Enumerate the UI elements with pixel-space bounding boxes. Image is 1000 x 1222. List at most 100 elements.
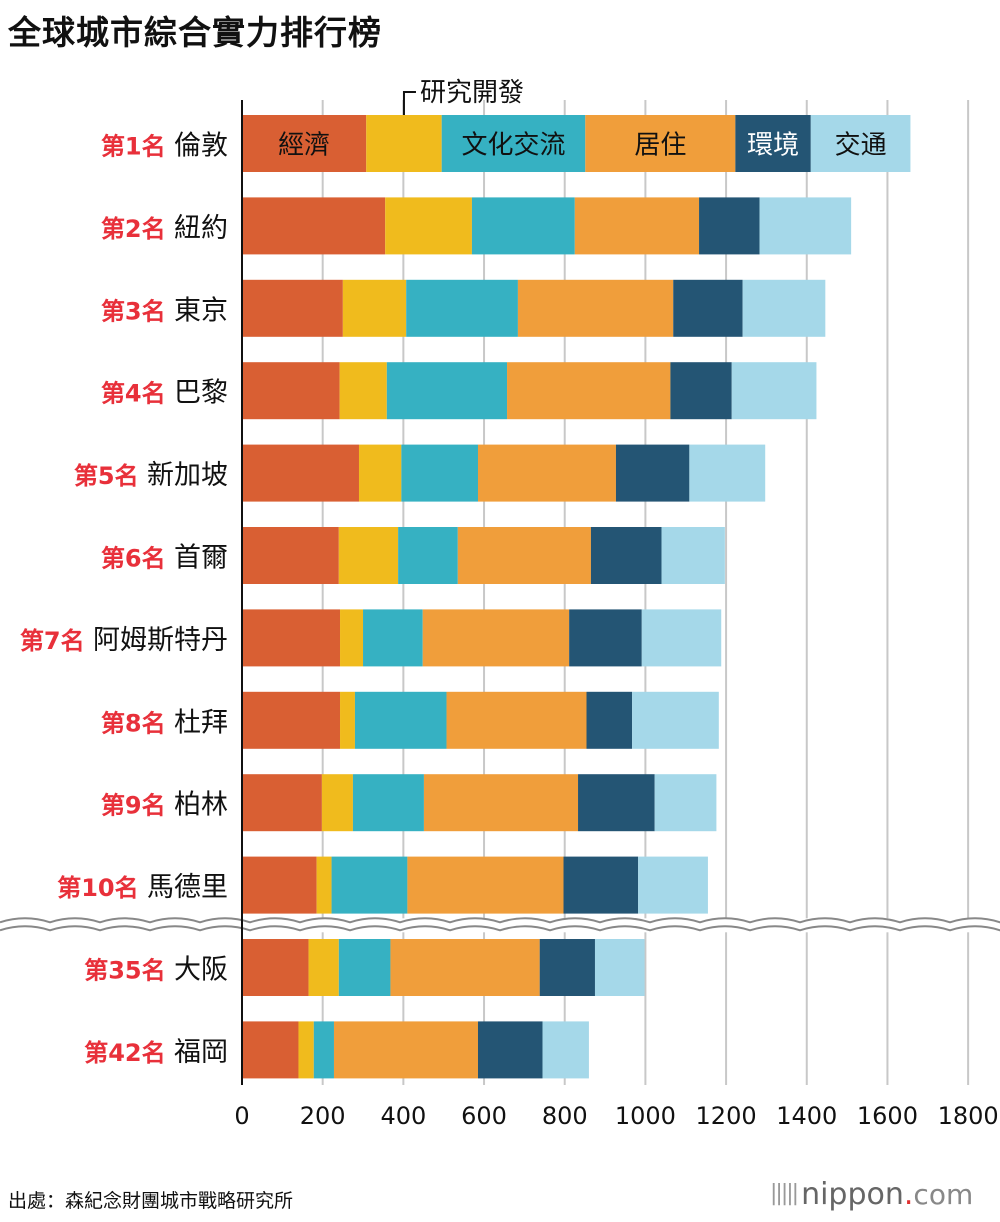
- category-label: 第9名 柏林: [101, 790, 228, 821]
- bar-segment: [385, 197, 472, 255]
- category-label: 第3名 東京: [101, 295, 228, 326]
- rank-label: 第42名: [84, 1039, 174, 1067]
- bar-segment: [423, 774, 579, 832]
- bar-segment: [340, 691, 355, 749]
- brand-dot: .: [903, 1177, 914, 1212]
- category-label: 第1名 倫敦: [101, 131, 228, 162]
- category-label: 第8名 杜拜: [101, 707, 228, 738]
- city-label: 阿姆斯特丹: [93, 625, 228, 656]
- x-tick-label: 1000: [615, 1102, 676, 1130]
- bar-segment: [422, 609, 570, 667]
- bar-segment: [242, 279, 343, 337]
- city-label: 馬德里: [147, 872, 228, 903]
- bar-segment: [641, 609, 722, 667]
- callout-label: 研究開發: [420, 78, 524, 108]
- rank-label: 第1名: [101, 133, 174, 161]
- callout-line: [402, 91, 416, 115]
- bar-segment: [242, 691, 341, 749]
- axis-break-line: [0, 925, 1000, 932]
- bar-segment: [242, 197, 386, 255]
- x-tick-label: 400: [380, 1102, 426, 1130]
- bar-segment: [386, 362, 508, 420]
- city-label: 紐約: [174, 213, 228, 244]
- logo-bars-icon: |||||: [770, 1181, 799, 1206]
- city-label: 柏林: [174, 790, 228, 821]
- legend-label: 交通: [835, 131, 887, 161]
- bar-segment: [441, 115, 586, 172]
- category-label: 第42名 福岡: [84, 1037, 228, 1068]
- city-label: 倫敦: [174, 131, 228, 162]
- bar-segment: [321, 774, 353, 832]
- city-label: 東京: [174, 295, 228, 326]
- category-label: 第10名 馬德里: [57, 872, 228, 903]
- bar-segment: [477, 444, 616, 502]
- category-label: 第5名 新加坡: [74, 460, 228, 491]
- rank-label: 第10名: [57, 874, 147, 902]
- bar-segment: [242, 115, 367, 172]
- bar-segment: [406, 279, 518, 337]
- bar-segment: [242, 856, 317, 914]
- chart-title: 全球城市綜合實力排行榜: [8, 13, 382, 52]
- x-tick-label: 1800: [938, 1102, 999, 1130]
- bar-segment: [632, 691, 719, 749]
- bar-segment: [759, 197, 852, 255]
- bar-segment: [242, 444, 359, 502]
- brand-name: nippon: [801, 1177, 904, 1212]
- bar-segment: [339, 362, 387, 420]
- bar-segment: [590, 527, 662, 584]
- bar-segment: [358, 444, 402, 502]
- bar-segment: [316, 856, 332, 914]
- category-label: 第6名 首爾: [101, 543, 228, 574]
- category-label: 第7名 阿姆斯特丹: [20, 625, 228, 656]
- bar-segment: [542, 1021, 589, 1079]
- nippon-logo: ||||| nippon.com: [770, 1177, 973, 1212]
- bar-segment: [242, 362, 340, 420]
- rank-label: 第5名: [74, 462, 147, 490]
- x-tick-label: 200: [300, 1102, 346, 1130]
- bar-segment: [563, 856, 639, 914]
- bar-segment: [569, 609, 642, 667]
- bar-segment: [654, 774, 717, 832]
- bar-segment: [742, 279, 826, 337]
- x-tick-label: 1600: [857, 1102, 918, 1130]
- city-label: 新加坡: [147, 460, 228, 491]
- bar-segment: [398, 527, 458, 584]
- legend-label: 經濟: [278, 131, 330, 161]
- source-note: 出處：森紀念財團城市戰略研究所: [8, 1190, 294, 1212]
- legend-label: 文化交流: [461, 131, 565, 161]
- bar-segment: [242, 939, 309, 996]
- rank-label: 第2名: [101, 215, 174, 243]
- bar-segment: [308, 939, 339, 996]
- x-tick-label: 600: [461, 1102, 507, 1130]
- bar-segment: [242, 1021, 299, 1079]
- bar-segment: [731, 362, 817, 420]
- category-label: 第2名 紐約: [101, 213, 228, 244]
- bar-segment: [673, 279, 743, 337]
- bar-segment: [363, 609, 423, 667]
- rank-label: 第4名: [101, 380, 174, 408]
- brand-suffix: com: [913, 1178, 974, 1211]
- bar-segment: [477, 1021, 543, 1079]
- legend-label: 環境: [747, 131, 799, 161]
- bar-segment: [354, 691, 447, 749]
- bar-segment: [670, 362, 732, 420]
- bar-segment: [699, 197, 760, 255]
- city-label: 巴黎: [174, 378, 228, 409]
- bar-segment: [338, 527, 399, 584]
- bar-segment: [298, 1021, 314, 1079]
- x-tick-label: 1400: [776, 1102, 837, 1130]
- bar-segment: [366, 115, 442, 172]
- bar-segment: [457, 527, 591, 584]
- bar-segment: [810, 115, 911, 172]
- bar-segment: [401, 444, 478, 502]
- city-label: 首爾: [174, 543, 228, 574]
- bar-segment: [578, 774, 655, 832]
- bar-segment: [517, 279, 674, 337]
- rank-label: 第8名: [101, 709, 174, 737]
- bar-segment: [331, 856, 408, 914]
- bar-segment: [333, 1021, 478, 1079]
- bar-segment: [313, 1021, 334, 1079]
- bar-segment: [638, 856, 708, 914]
- city-label: 大阪: [174, 955, 228, 986]
- bar-segment: [242, 609, 341, 667]
